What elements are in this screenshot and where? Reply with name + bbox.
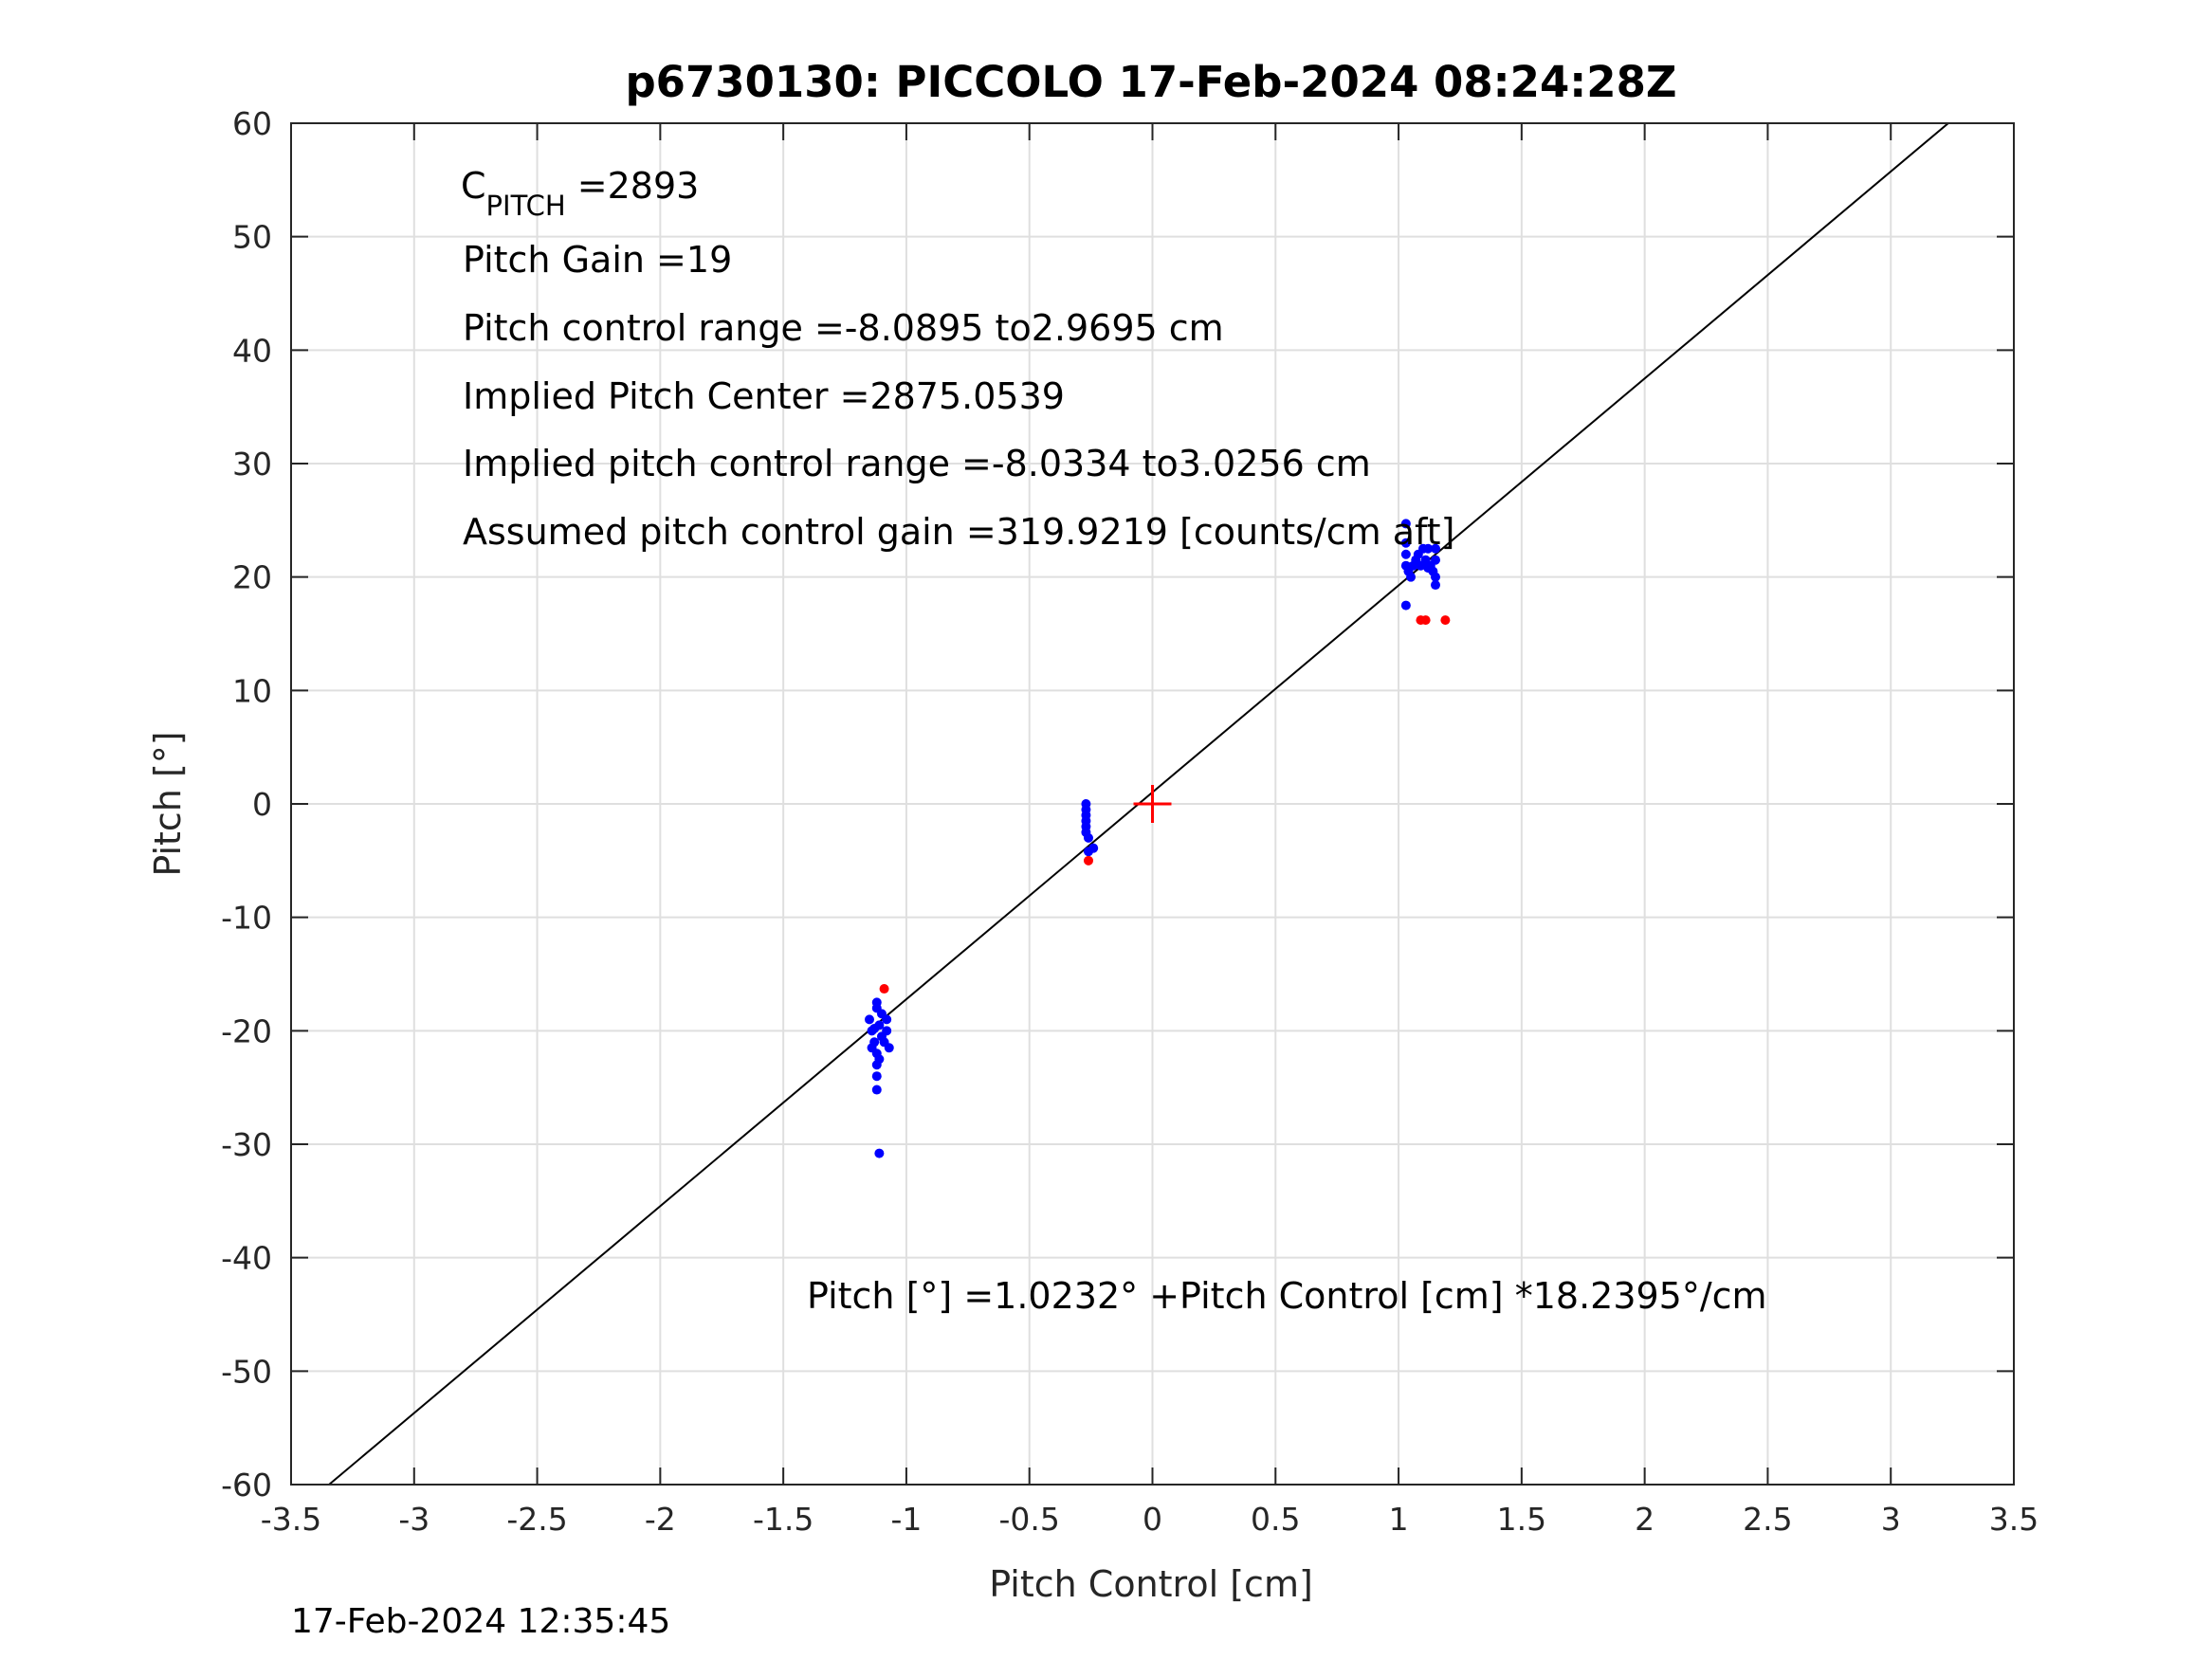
y-tick-label: -10 bbox=[221, 900, 272, 937]
y-tick-label: 20 bbox=[232, 559, 272, 596]
y-tick-label: 40 bbox=[232, 332, 272, 369]
control-range-annotation: Pitch control range =-8.0895 to2.9695 cm bbox=[463, 307, 1224, 349]
valid-point bbox=[1423, 543, 1434, 554]
valid-point bbox=[1400, 538, 1411, 548]
y-tick-label: -60 bbox=[221, 1467, 272, 1504]
y-tick-label: 10 bbox=[232, 672, 272, 709]
chart-title: p6730130: PICCOLO 17-Feb-2024 08:24:28Z bbox=[625, 57, 1676, 107]
valid-point bbox=[1406, 572, 1417, 582]
c-pitch-sub: PITCH bbox=[486, 190, 566, 222]
x-tick-label: -1.5 bbox=[753, 1501, 814, 1538]
rejected-point bbox=[1084, 855, 1094, 866]
valid-point bbox=[1084, 832, 1094, 843]
valid-point bbox=[1400, 519, 1411, 529]
y-tick-label: -20 bbox=[221, 1012, 272, 1049]
x-tick-label: -2 bbox=[645, 1501, 676, 1538]
c-pitch-value: =2893 bbox=[566, 165, 700, 207]
valid-point bbox=[1084, 847, 1094, 857]
pitch-gain-annotation: Pitch Gain =19 bbox=[463, 239, 732, 281]
x-tick-label: 1.5 bbox=[1497, 1501, 1546, 1538]
x-tick-label: 0 bbox=[1143, 1501, 1162, 1538]
valid-point bbox=[1431, 572, 1441, 582]
x-tick-label: 0.5 bbox=[1251, 1501, 1300, 1538]
x-tick-label: -1 bbox=[890, 1501, 922, 1538]
valid-point bbox=[1400, 549, 1411, 559]
x-tick-label: -0.5 bbox=[999, 1501, 1060, 1538]
y-tick-label: -40 bbox=[221, 1240, 272, 1277]
y-axis-label: Pitch [°] bbox=[147, 731, 189, 876]
assumed-gain-annotation: Assumed pitch control gain =319.9219 [co… bbox=[463, 511, 1454, 553]
c-pitch-base: C bbox=[461, 165, 486, 207]
valid-point bbox=[867, 1043, 877, 1053]
rejected-point bbox=[1440, 615, 1451, 626]
valid-point bbox=[874, 1148, 885, 1158]
y-tick-label: 30 bbox=[232, 446, 272, 483]
valid-point bbox=[882, 1026, 892, 1036]
ticks: -3.5 -3 -2.5 -2 -1.5 -1 -0.5 0 0.5 1 1.5 2 2.5 3 3.5 -6… bbox=[221, 105, 2038, 1538]
valid-point bbox=[871, 997, 882, 1008]
timestamp: 17-Feb-2024 12:35:45 bbox=[291, 1602, 670, 1641]
rejected-point bbox=[1420, 615, 1431, 626]
valid-point bbox=[1400, 600, 1411, 611]
x-axis-label: Pitch Control [cm] bbox=[989, 1563, 1313, 1605]
valid-point bbox=[1431, 580, 1441, 591]
implied-center-annotation: Implied Pitch Center =2875.0539 bbox=[463, 375, 1065, 417]
valid-point bbox=[869, 1023, 880, 1033]
valid-point bbox=[1431, 543, 1441, 554]
x-tick-label: -3 bbox=[398, 1501, 430, 1538]
x-tick-label: 1 bbox=[1389, 1501, 1409, 1538]
y-tick-label: 0 bbox=[252, 786, 272, 823]
valid-point bbox=[884, 1043, 894, 1053]
x-tick-label: 2.5 bbox=[1743, 1501, 1792, 1538]
valid-point bbox=[1423, 563, 1434, 574]
x-tick-label: 2 bbox=[1635, 1501, 1654, 1538]
x-tick-label: -2.5 bbox=[506, 1501, 567, 1538]
valid-point bbox=[882, 1014, 892, 1025]
valid-point bbox=[871, 1085, 882, 1095]
y-tick-label: -30 bbox=[221, 1126, 272, 1163]
y-tick-label: 50 bbox=[232, 219, 272, 256]
equation-annotation: Pitch [°] =1.0232° +Pitch Control [cm] *… bbox=[807, 1275, 1767, 1317]
implied-range-annotation: Implied pitch control range =-8.0334 to3… bbox=[463, 443, 1371, 484]
valid-point bbox=[864, 1014, 874, 1025]
valid-point bbox=[874, 1054, 885, 1065]
rejected-point bbox=[879, 984, 889, 994]
x-tick-label: -3.5 bbox=[261, 1501, 321, 1538]
valid-point bbox=[1431, 555, 1441, 565]
marks bbox=[327, 123, 1950, 1485]
valid-point bbox=[871, 1071, 882, 1082]
y-tick-label: 60 bbox=[232, 105, 272, 142]
y-tick-label: -50 bbox=[221, 1353, 272, 1390]
x-tick-label: 3.5 bbox=[1989, 1501, 2038, 1538]
c-pitch-annotation: CPITCH =2893 bbox=[461, 165, 699, 222]
x-tick-label: 3 bbox=[1881, 1501, 1901, 1538]
